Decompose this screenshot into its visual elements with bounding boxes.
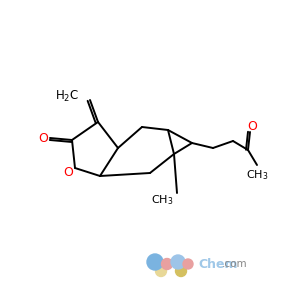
- Circle shape: [183, 259, 193, 269]
- Circle shape: [161, 259, 172, 269]
- Circle shape: [155, 266, 167, 277]
- Circle shape: [176, 266, 187, 277]
- Text: H$_2$C: H$_2$C: [55, 88, 79, 104]
- Text: .com: .com: [222, 259, 248, 269]
- Circle shape: [171, 255, 185, 269]
- Text: O: O: [247, 119, 257, 133]
- Text: Chem: Chem: [198, 257, 238, 271]
- Text: O: O: [38, 131, 48, 145]
- Text: CH$_3$: CH$_3$: [246, 168, 268, 182]
- Text: O: O: [63, 166, 73, 178]
- Text: CH$_3$: CH$_3$: [151, 193, 173, 207]
- Circle shape: [147, 254, 163, 270]
